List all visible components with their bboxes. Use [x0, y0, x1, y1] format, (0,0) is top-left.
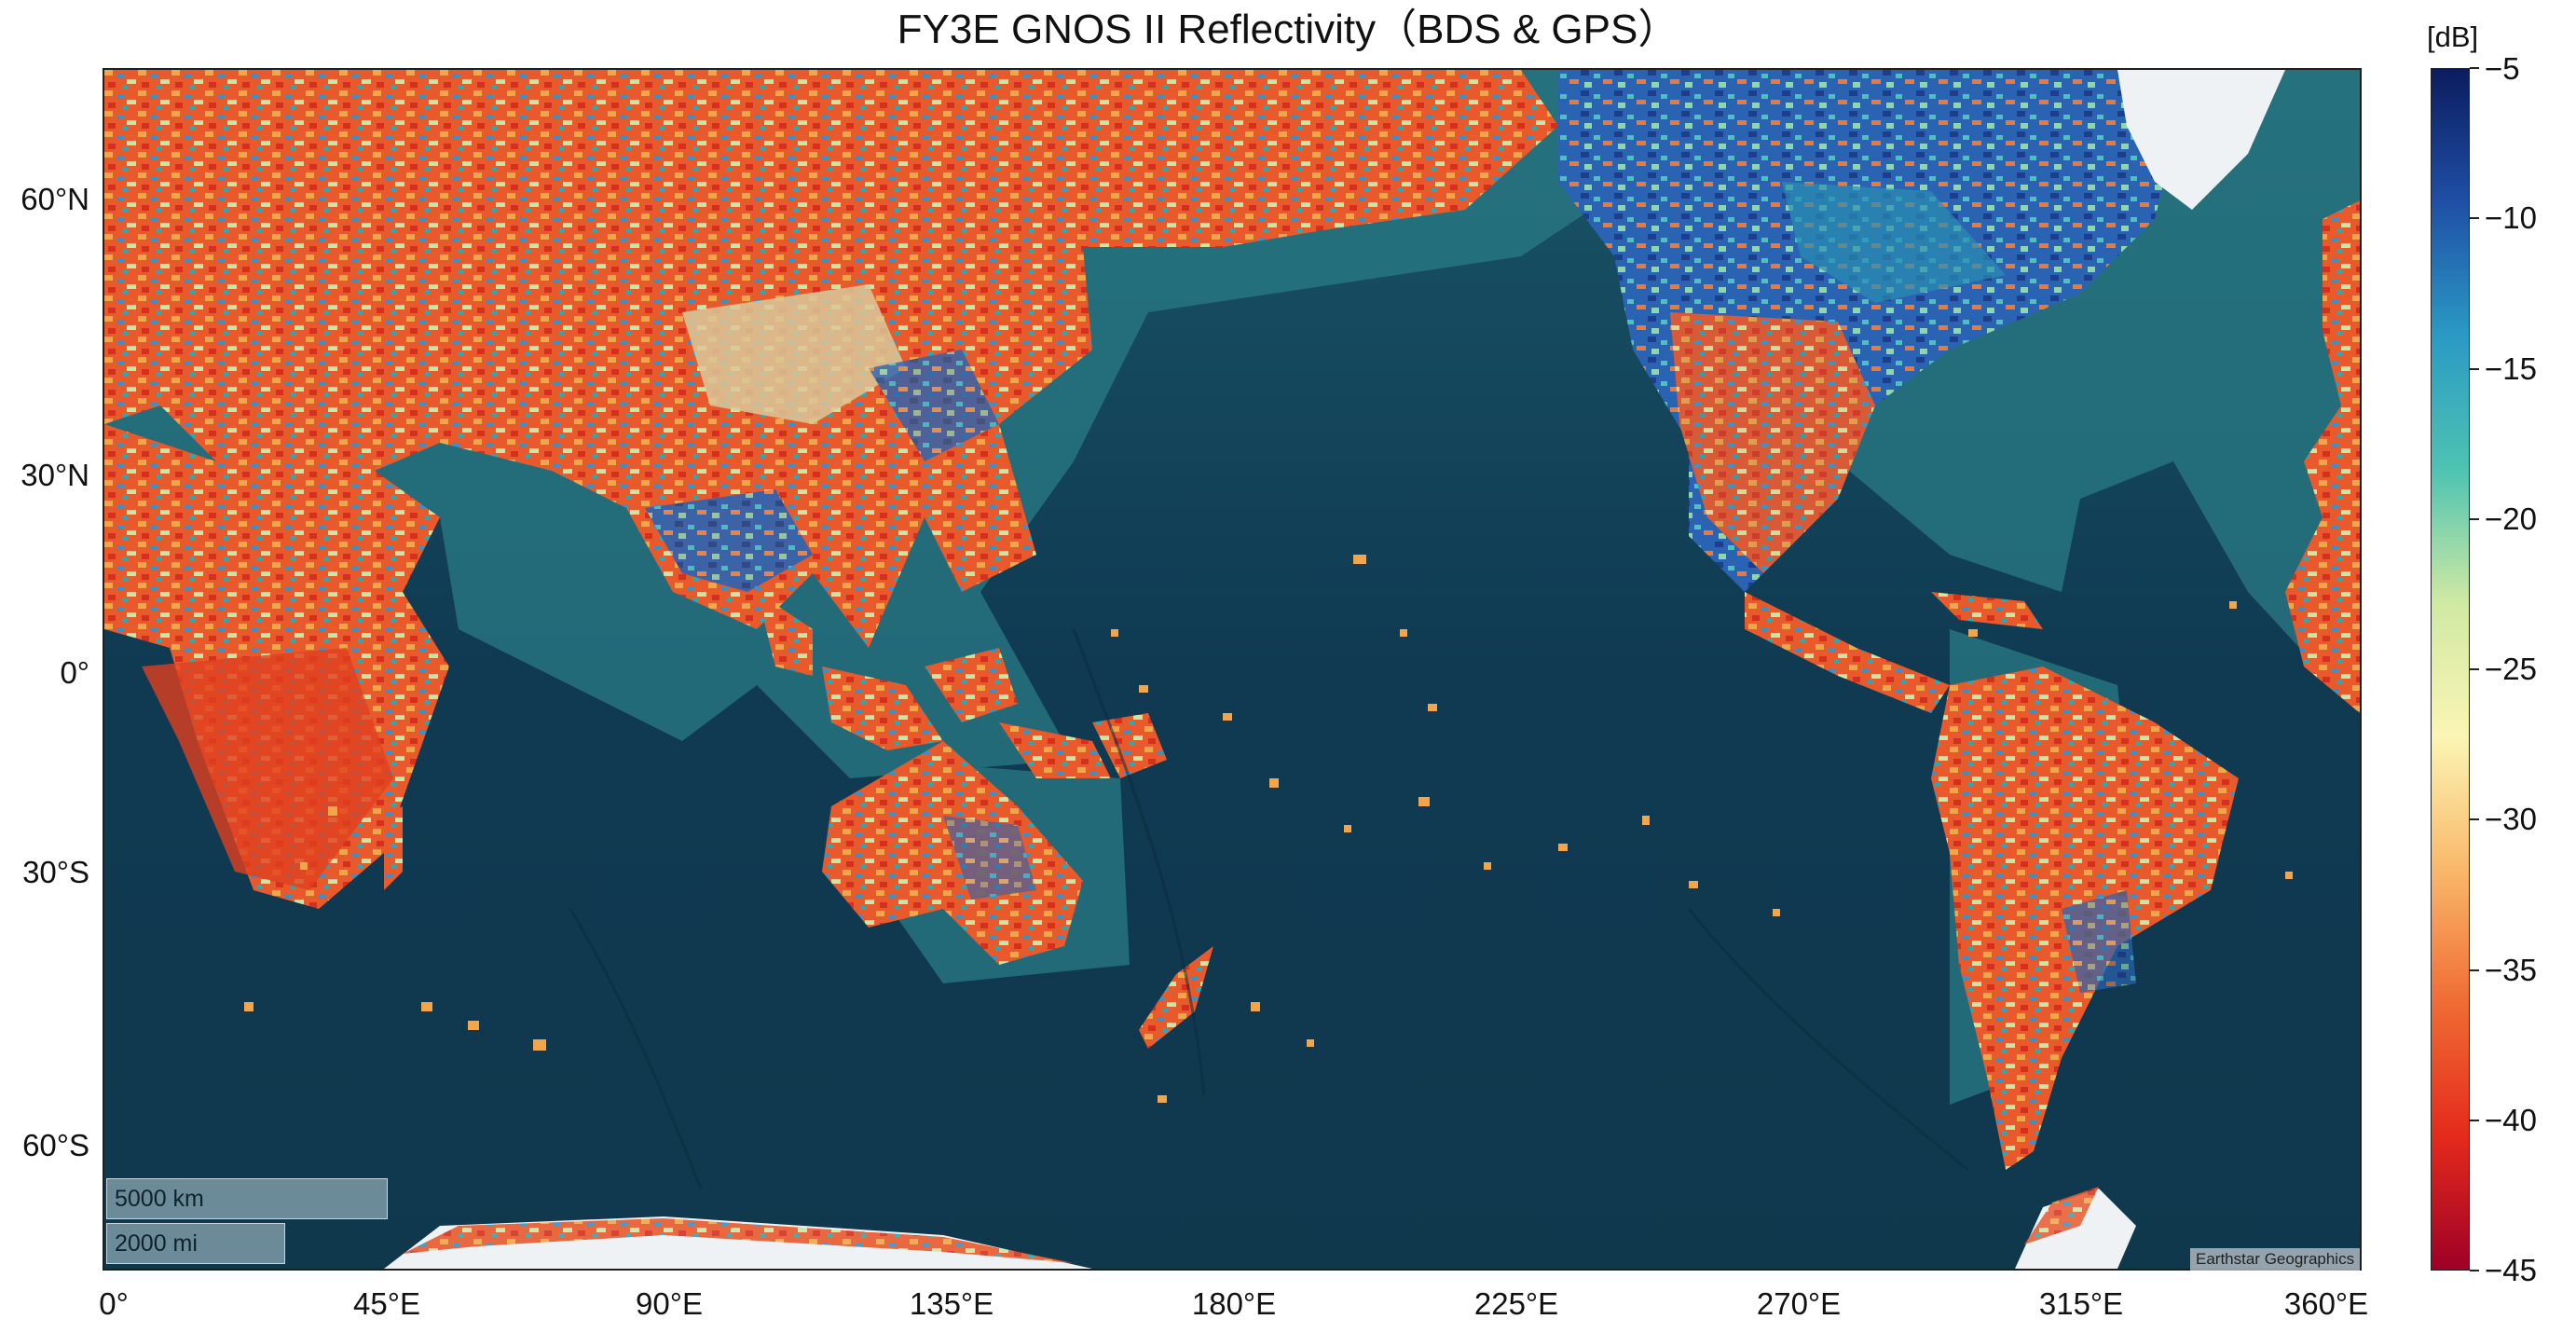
lon-label-45e: 45°E [353, 1286, 420, 1321]
colorbar-tick-label: −5 [2485, 51, 2520, 86]
colorbar-gradient [2432, 69, 2469, 1270]
lat-label-0: 0° [60, 655, 89, 690]
lon-label-225e: 225°E [1473, 1286, 1559, 1321]
colorbar-tick-mark [2470, 668, 2479, 670]
colorbar-tick-label: −25 [2485, 652, 2537, 686]
colorbar-tick-label: −45 [2485, 1253, 2537, 1287]
colorbar-tick-mark [2470, 367, 2479, 370]
colorbar-tick-label: −20 [2485, 501, 2537, 536]
scalebar-mi: 2000 mi [106, 1223, 285, 1264]
lat-label-60n: 60°N [21, 182, 89, 216]
colorbar-tick-label: −35 [2485, 952, 2537, 987]
reflectivity-map [104, 70, 2360, 1269]
lat-label-30s: 30°S [22, 855, 89, 889]
colorbar-tick-label: −10 [2485, 200, 2537, 236]
lon-label-180e: 180°E [1191, 1286, 1277, 1321]
lon-label-90e: 90°E [636, 1286, 703, 1321]
colorbar-tick-label: −30 [2485, 802, 2537, 837]
colorbar-tick-mark [2470, 1270, 2479, 1271]
lon-label-315e: 315°E [2038, 1286, 2124, 1321]
lon-label-270e: 270°E [1756, 1286, 1842, 1321]
lat-label-30n: 30°N [21, 458, 89, 492]
map-panel[interactable] [103, 68, 2362, 1271]
scalebar-km: 5000 km [106, 1178, 388, 1219]
colorbar-tick-mark [2470, 217, 2479, 220]
lon-label-360e: 360°E [2283, 1286, 2369, 1321]
colorbar-unit: [dB] [2427, 21, 2479, 53]
colorbar-tick-mark [2470, 67, 2479, 69]
map-attribution: Earthstar Geographics [2190, 1248, 2361, 1271]
lat-label-60s: 60°S [22, 1128, 89, 1162]
lon-label-0: 0° [99, 1286, 129, 1321]
colorbar-tick-mark [2470, 969, 2479, 971]
landmass-australia [822, 741, 1083, 965]
map-title: FY3E GNOS II Reflectivity（BDS & GPS） [897, 7, 1679, 52]
colorbar [2431, 68, 2470, 1271]
colorbar-tick-mark [2470, 818, 2479, 821]
colorbar-tick-label: −15 [2485, 350, 2537, 386]
greenland [2117, 70, 2285, 210]
colorbar-tick-mark [2470, 517, 2479, 520]
lon-label-135e: 135°E [909, 1286, 994, 1321]
colorbar-tick-mark [2470, 1119, 2479, 1121]
colorbar-tick-label: −40 [2485, 1102, 2537, 1137]
